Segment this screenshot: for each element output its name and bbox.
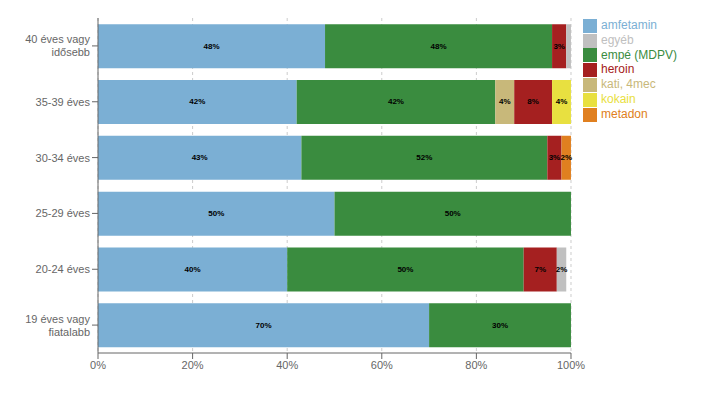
svg-text:25-29 éves: 25-29 éves <box>36 207 91 219</box>
svg-text:42%: 42% <box>189 97 205 106</box>
svg-text:2%: 2% <box>560 153 572 162</box>
svg-text:30%: 30% <box>492 321 508 330</box>
svg-text:2%: 2% <box>556 265 568 274</box>
svg-text:50%: 50% <box>208 209 224 218</box>
svg-text:3%: 3% <box>549 153 561 162</box>
svg-text:52%: 52% <box>416 153 432 162</box>
svg-text:40%: 40% <box>276 359 298 371</box>
svg-text:3%: 3% <box>553 42 565 51</box>
html-text:amfetamin: amfetamin <box>601 18 657 32</box>
svg-text:100%: 100% <box>557 359 585 371</box>
html-text:empé (MDPV): empé (MDPV) <box>601 47 677 62</box>
svg-text:20-24 éves: 20-24 éves <box>36 263 91 275</box>
svg-text:50%: 50% <box>397 265 413 274</box>
svg-text:70%: 70% <box>256 321 272 330</box>
svg-text:4%: 4% <box>499 97 511 106</box>
html-text:egyéb: egyéb <box>601 32 634 47</box>
svg-text:40 éves vagyidősebb: 40 éves vagyidősebb <box>25 33 90 58</box>
svg-text:60%: 60% <box>371 359 393 371</box>
svg-text:40%: 40% <box>185 265 201 274</box>
html-text:kati, 4mec: kati, 4mec <box>601 77 656 92</box>
svg-text:80%: 80% <box>465 359 487 371</box>
html-text:kokain: kokain <box>601 92 636 107</box>
html-text:heroin: heroin <box>601 62 635 77</box>
svg-text:43%: 43% <box>192 153 208 162</box>
svg-text:35-39 éves: 35-39 éves <box>36 96 91 108</box>
svg-text:4%: 4% <box>556 97 568 106</box>
html-text:metadon: metadon <box>601 107 648 121</box>
svg-text:48%: 48% <box>431 42 447 51</box>
svg-text:20%: 20% <box>182 359 204 371</box>
svg-text:50%: 50% <box>445 209 461 218</box>
svg-text:19 éves vagyfiatalabb: 19 éves vagyfiatalabb <box>25 313 90 338</box>
svg-text:7%: 7% <box>534 265 546 274</box>
svg-text:42%: 42% <box>388 97 404 106</box>
svg-text:8%: 8% <box>527 97 539 106</box>
svg-text:0%: 0% <box>90 359 106 371</box>
svg-text:48%: 48% <box>204 42 220 51</box>
svg-text:30-34 éves: 30-34 éves <box>36 152 91 164</box>
